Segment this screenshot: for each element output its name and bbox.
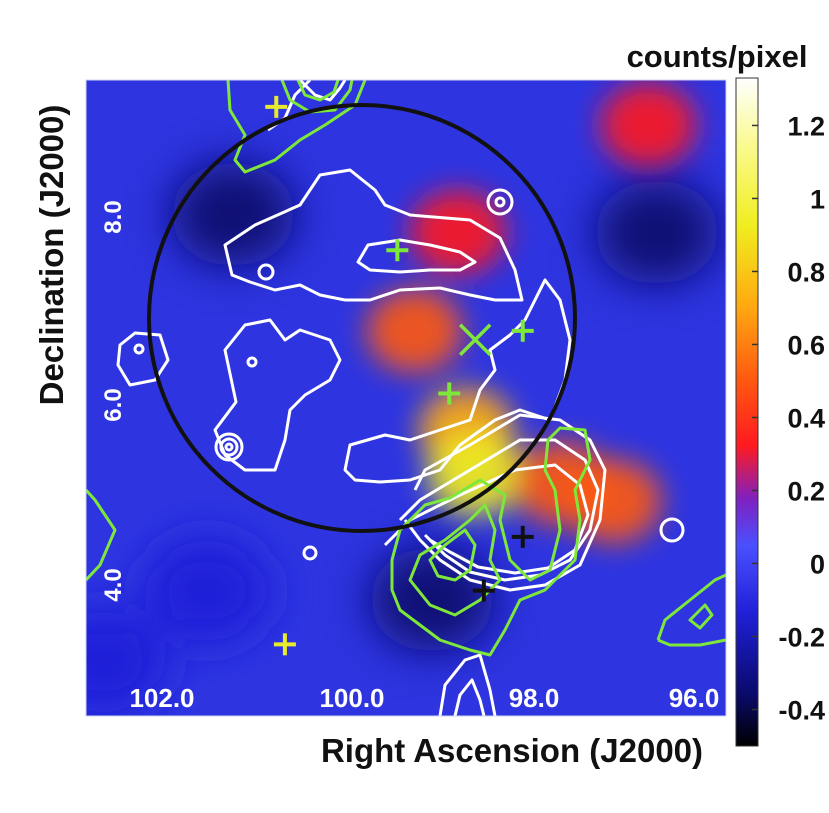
colorbar-tick-5: 0.4 — [787, 403, 825, 433]
y-axis-title: Declination (J2000) — [33, 105, 70, 406]
green-contour-top-outer — [226, 80, 367, 174]
white-contours — [116, 80, 685, 716]
colorbar-tick-4: 0.6 — [787, 330, 825, 360]
marker-2 — [386, 239, 409, 262]
white-contour-ring-6 — [224, 442, 234, 452]
y-tick-1: 4.0 — [100, 568, 127, 601]
white-contour-ring-3 — [257, 263, 275, 281]
cold-spot-5 — [86, 610, 166, 715]
white-contour-arc-3 — [383, 463, 590, 575]
colorbar-tick-9: -0.4 — [778, 695, 825, 725]
green-contour-lower-inner — [408, 503, 502, 617]
white-contour-ring-10 — [246, 356, 258, 368]
colorbar-tick-2: 1 — [810, 184, 825, 214]
white-contour-ring-5 — [219, 437, 239, 457]
colorbar-tick-1: 1.2 — [787, 111, 825, 141]
green-contours — [86, 80, 726, 657]
white-contour-bottom-2 — [453, 678, 486, 716]
white-contour-upper — [223, 168, 524, 302]
markers-layer — [265, 95, 534, 656]
marker-4 — [458, 323, 492, 357]
hot-spot-5 — [565, 459, 662, 544]
marker-5 — [511, 319, 534, 342]
x-tick-4: 96.0 — [669, 683, 720, 713]
map-frame — [85, 79, 727, 717]
marker-6 — [511, 525, 534, 548]
colorbar-tick-6: 0.2 — [787, 476, 825, 506]
marker-8 — [273, 633, 296, 656]
white-contour-bottom — [438, 653, 497, 716]
colorbar — [735, 77, 759, 747]
hot-spots-layer — [366, 82, 697, 544]
green-contour-lower-outer — [390, 426, 592, 657]
white-contour-ring-4 — [214, 432, 244, 462]
hot-spot-7 — [600, 82, 697, 167]
colorbar-tick-7: 0 — [810, 549, 825, 579]
x-tick-1: 102.0 — [129, 683, 194, 713]
x-axis-title: Right Ascension (J2000) — [321, 732, 703, 769]
region-circle — [147, 103, 577, 533]
cold-spot-4 — [145, 538, 270, 643]
white-contour-arc-1 — [403, 413, 607, 592]
green-contour-right — [656, 573, 726, 647]
green-contour-right-inner — [688, 603, 714, 630]
colorbar-ticks: 1.2 1 0.8 0.6 0.4 0.2 0 -0.2 -0.4 — [752, 111, 825, 725]
white-contour-ring-7 — [302, 545, 318, 561]
white-contour-ring-9 — [133, 343, 145, 355]
white-contour-lower — [343, 278, 572, 484]
white-contour-arc-2 — [398, 438, 600, 582]
white-contour-top-2 — [298, 80, 347, 102]
hot-spot-1 — [366, 288, 463, 373]
colorbar-tick-8: -0.2 — [778, 622, 825, 652]
green-contour-top-inner-2 — [296, 80, 340, 102]
marker-7 — [472, 579, 495, 602]
colorbar-title: counts/pixel — [627, 39, 808, 74]
cold-spot-1 — [171, 162, 296, 267]
white-contour-ring-8 — [659, 517, 685, 543]
cold-spot-2 — [594, 180, 719, 285]
white-contour-middle — [213, 318, 342, 472]
green-contour-top-inner — [280, 80, 354, 114]
white-contour-left — [116, 331, 170, 387]
y-tick-3: 8.0 — [100, 200, 127, 233]
x-tick-3: 98.0 — [509, 683, 560, 713]
white-contour-ring-1 — [486, 188, 514, 216]
green-contour-lower-inner-2 — [428, 528, 477, 582]
white-contour-ring-2 — [494, 196, 506, 208]
white-contour-inner-1 — [356, 238, 477, 274]
hot-spot-6 — [409, 190, 506, 275]
x-tick-2: 100.0 — [319, 683, 384, 713]
marker-3 — [438, 382, 461, 405]
y-tick-2: 6.0 — [100, 388, 127, 421]
colorbar-tick-3: 0.8 — [787, 257, 825, 287]
green-contour-left — [86, 488, 117, 582]
cold-spots-layer — [86, 162, 719, 715]
marker-1 — [265, 95, 288, 118]
